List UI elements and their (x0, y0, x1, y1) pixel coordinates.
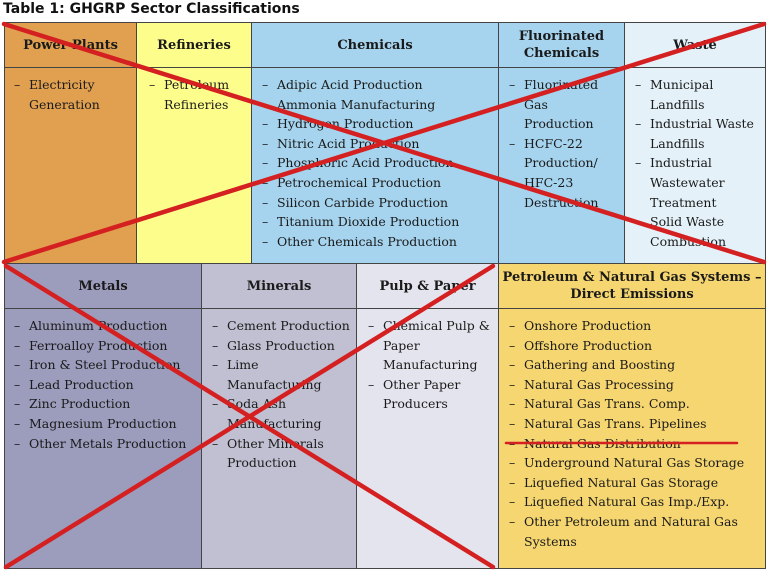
refineries-list: Petroleum Refineries (149, 75, 249, 114)
metals-item: Other Metals Production (14, 434, 200, 454)
petroleum-item: Liquefied Natural Gas Storage (509, 473, 763, 493)
petroleum-item: Liquefied Natural Gas Imp./Exp. (509, 492, 763, 512)
metals-item: Zinc Production (14, 394, 200, 414)
chemicals-item: Silicon Carbide Production (262, 193, 498, 213)
chemicals-item: Ammonia Manufacturing (262, 95, 498, 115)
minerals-item: Cement Production (212, 316, 354, 336)
metals-item: Lead Production (14, 375, 200, 395)
minerals-header: Minerals (202, 264, 356, 309)
pulp-paper-list: Chemical Pulp & Paper ManufacturingOther… (368, 316, 496, 414)
metals-item: Iron & Steel Production (14, 355, 200, 375)
petroleum-list: Onshore ProductionOffshore ProductionGat… (509, 316, 763, 551)
fluorinated-list: Fluorinated Gas ProductionHCFC-22 Produc… (509, 75, 621, 212)
petroleum-cell: Petroleum & Natural Gas Systems – Direct… (498, 263, 766, 569)
refineries-cell: Refineries Petroleum Refineries (136, 22, 252, 264)
waste-item: Industrial Waste Landfills (635, 114, 763, 153)
pulp-item: Other Paper Producers (368, 375, 496, 414)
chemicals-item: Titanium Dioxide Production (262, 212, 498, 232)
power-plants-cell: Power Plants Electricity Generation (4, 22, 137, 264)
waste-list: Municipal LandfillsIndustrial Waste Land… (635, 75, 763, 251)
table-title: Table 1: GHGRP Sector Classifications (3, 1, 300, 17)
petroleum-item: Other Petroleum and Natural Gas Systems (509, 512, 763, 551)
chemicals-list: Adipic Acid ProductionAmmonia Manufactur… (262, 75, 498, 251)
refineries-item: Petroleum Refineries (149, 75, 249, 114)
waste-header: Waste (625, 23, 765, 68)
metals-item: Magnesium Production (14, 414, 200, 434)
pulp-paper-header: Pulp & Paper (357, 264, 498, 309)
petroleum-item: Natural Gas Processing (509, 375, 763, 395)
metals-item: Ferroalloy Production (14, 336, 200, 356)
fluorinated-cell: Fluorinated Chemicals Fluorinated Gas Pr… (498, 22, 625, 264)
chemicals-item: Petrochemical Production (262, 173, 498, 193)
petroleum-item: Natural Gas Trans. Pipelines (509, 414, 763, 434)
refineries-header: Refineries (137, 23, 251, 68)
chemicals-cell: Chemicals Adipic Acid ProductionAmmonia … (251, 22, 499, 264)
fluorinated-item: HCFC-22 Production/ HFC-23 Destruction (509, 134, 621, 212)
chemicals-item: Nitric Acid Production (262, 134, 498, 154)
petroleum-item: Natural Gas Distribution (509, 434, 763, 454)
metals-item: Aluminum Production (14, 316, 200, 336)
petroleum-item: Natural Gas Trans. Comp. (509, 394, 763, 414)
petroleum-item: Offshore Production (509, 336, 763, 356)
petroleum-header: Petroleum & Natural Gas Systems – Direct… (499, 264, 765, 309)
petroleum-item: Underground Natural Gas Storage (509, 453, 763, 473)
minerals-item: Soda Ash Manufacturing (212, 394, 354, 433)
power-plants-item: Electricity Generation (14, 75, 132, 114)
chemicals-item: Hydrogen Production (262, 114, 498, 134)
metals-cell: Metals Aluminum ProductionFerroalloy Pro… (4, 263, 202, 569)
minerals-item: Other Minerals Production (212, 434, 354, 473)
waste-cell: Waste Municipal LandfillsIndustrial Wast… (624, 22, 766, 264)
power-plants-header: Power Plants (5, 23, 136, 68)
chemicals-item: Adipic Acid Production (262, 75, 498, 95)
minerals-cell: Minerals Cement ProductionGlass Producti… (201, 263, 357, 569)
fluorinated-header: Fluorinated Chemicals (499, 23, 624, 68)
pulp-item: Chemical Pulp & Paper Manufacturing (368, 316, 496, 375)
chemicals-item: Other Chemicals Production (262, 232, 498, 252)
power-plants-list: Electricity Generation (14, 75, 132, 114)
pulp-paper-cell: Pulp & Paper Chemical Pulp & Paper Manuf… (356, 263, 499, 569)
fluorinated-item: Fluorinated Gas Production (509, 75, 621, 134)
metals-header: Metals (5, 264, 201, 309)
petroleum-item: Onshore Production (509, 316, 763, 336)
minerals-item: Lime Manufacturing (212, 355, 354, 394)
waste-item: Municipal Landfills (635, 75, 763, 114)
chemicals-item: Phosphoric Acid Production (262, 153, 498, 173)
waste-item: Industrial Wastewater Treatment (635, 153, 763, 212)
petroleum-item: Gathering and Boosting (509, 355, 763, 375)
minerals-list: Cement ProductionGlass ProductionLime Ma… (212, 316, 354, 473)
minerals-item: Glass Production (212, 336, 354, 356)
waste-item: Solid Waste Combustion (635, 212, 763, 251)
chemicals-header: Chemicals (252, 23, 498, 68)
metals-list: Aluminum ProductionFerroalloy Production… (14, 316, 200, 453)
